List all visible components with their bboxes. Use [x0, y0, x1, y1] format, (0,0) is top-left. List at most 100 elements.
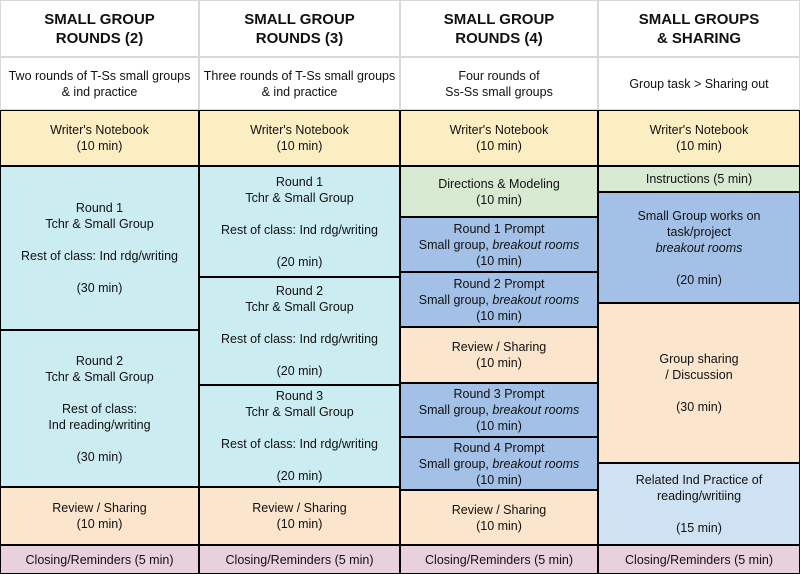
cell-line: (10 min)	[76, 517, 123, 531]
cell-line: Writer's Notebook	[250, 123, 349, 137]
cell-line: Small Group works on	[637, 208, 761, 223]
cell-line: (10 min)	[476, 472, 522, 487]
cell-round-2-prompt: Round 2 Prompt Small group, breakout roo…	[400, 272, 598, 327]
cell-line: Round 3 Prompt	[453, 387, 545, 401]
subtitle-line: & ind practice	[261, 84, 338, 99]
subtitle-line: Four rounds of	[458, 68, 540, 83]
cell-line: Rest of class: Ind rdg/writing	[220, 332, 378, 346]
cell-line: reading/writiing	[656, 489, 742, 503]
cell-small-group-task: Small Group works on task/project breako…	[598, 192, 800, 303]
cell-review-sharing: Review / Sharing (10 min)	[0, 487, 199, 545]
cell-line: (10 min)	[676, 139, 722, 153]
cell-line: (10 min)	[476, 419, 522, 433]
cell-line: (10 min)	[276, 139, 323, 153]
cell-line: Round 2 Prompt	[453, 276, 545, 291]
cell-round-4-prompt: Round 4 Prompt Small group, breakout roo…	[400, 437, 598, 490]
cell-line: Review / Sharing	[52, 501, 147, 515]
cell-line: (15 min)	[676, 521, 722, 535]
cell-writers-notebook: Writer's Notebook (10 min)	[199, 110, 400, 166]
cell-line: (10 min)	[476, 356, 522, 370]
cell-text-italic: breakout rooms	[492, 456, 580, 471]
cell-round-1-prompt: Round 1 Prompt Small group, breakout roo…	[400, 217, 598, 272]
column-header: SMALL GROUP ROUNDS (4)	[400, 0, 598, 57]
column-small-groups-and-sharing: SMALL GROUPS & SHARING Group task > Shar…	[598, 0, 800, 574]
cell-line: Writer's Notebook	[50, 123, 149, 137]
subtitle-line: Two rounds of T-Ss small groups	[8, 68, 191, 83]
cell-closing-reminders: Closing/Reminders (5 min)	[0, 545, 199, 574]
cell-line: (30 min)	[76, 281, 123, 295]
subtitle-line: Ss-Ss small groups	[445, 84, 553, 99]
cell-text-italic: breakout rooms	[492, 403, 580, 417]
cell-review-sharing: Review / Sharing (10 min)	[400, 490, 598, 545]
column-subtitle: Group task > Sharing out	[598, 57, 800, 110]
cell-line: (10 min)	[476, 139, 522, 153]
cell-line: Small group, breakout rooms	[419, 237, 580, 253]
cell-line: Instructions (5 min)	[645, 172, 753, 186]
cell-text: Small group,	[418, 403, 493, 417]
header-line: ROUNDS (2)	[55, 29, 144, 47]
cell-closing-reminders: Closing/Reminders (5 min)	[199, 545, 400, 574]
cell-line: Rest of class: Ind rdg/writing	[220, 222, 378, 237]
cell-writers-notebook: Writer's Notebook (10 min)	[598, 110, 800, 166]
subtitle-line: & ind practice	[61, 84, 138, 99]
cell-line: Closing/Reminders (5 min)	[625, 552, 773, 567]
cell-line: Group sharing	[659, 352, 739, 366]
cell-writers-notebook: Writer's Notebook (10 min)	[400, 110, 598, 166]
cell-text-italic: breakout rooms	[492, 292, 580, 307]
cell-line: Directions & Modeling	[438, 176, 560, 191]
column-small-group-rounds-2: SMALL GROUP ROUNDS (2) Two rounds of T-S…	[0, 0, 199, 574]
cell-round-3-prompt: Round 3 Prompt Small group, breakout roo…	[400, 383, 598, 437]
cell-line: Tchr & Small Group	[45, 217, 154, 231]
header-line: ROUNDS (4)	[455, 29, 543, 47]
cell-text: Small group,	[418, 292, 493, 307]
cell-line: Rest of class: Ind rdg/writing	[20, 249, 178, 263]
subtitle-line: Group task > Sharing out	[629, 76, 769, 91]
cell-review-sharing: Review / Sharing (10 min)	[400, 327, 598, 383]
header-line: SMALL GROUP	[44, 10, 155, 28]
column-subtitle: Three rounds of T-Ss small groups & ind …	[199, 57, 400, 110]
cell-line: Round 1	[75, 201, 124, 215]
cell-line: Round 2	[275, 284, 324, 298]
cell-line: Related Ind Practice of	[635, 473, 763, 487]
cell-line: Writer's Notebook	[649, 123, 749, 137]
header-line: SMALL GROUPS	[638, 10, 760, 28]
cell-line: Closing/Reminders (5 min)	[425, 552, 573, 567]
cell-line-italic: breakout rooms	[655, 240, 743, 255]
cell-line: Closing/Reminders (5 min)	[25, 552, 174, 567]
cell-line: Closing/Reminders (5 min)	[225, 552, 374, 567]
column-small-group-rounds-4: SMALL GROUP ROUNDS (4) Four rounds of Ss…	[400, 0, 598, 574]
cell-line: task/project	[667, 224, 731, 239]
cell-line: (20 min)	[676, 272, 722, 287]
cell-line: (10 min)	[276, 517, 323, 531]
cell-line: Rest of class:	[61, 401, 138, 416]
cell-line: Small group, breakout rooms	[419, 402, 580, 418]
column-header: SMALL GROUP ROUNDS (3)	[199, 0, 400, 57]
cell-line: Small group, breakout rooms	[419, 292, 580, 308]
cell-line: Tchr & Small Group	[245, 300, 354, 314]
cell-closing-reminders: Closing/Reminders (5 min)	[400, 545, 598, 574]
cell-review-sharing: Review / Sharing (10 min)	[199, 487, 400, 545]
column-header: SMALL GROUP ROUNDS (2)	[0, 0, 199, 57]
cell-line: (20 min)	[276, 364, 323, 378]
cell-line: Writer's Notebook	[449, 123, 549, 137]
cell-line: (10 min)	[476, 253, 522, 268]
cell-line: Rest of class: Ind rdg/writing	[220, 437, 378, 451]
cell-line: Round 1	[275, 174, 324, 189]
column-small-group-rounds-3: SMALL GROUP ROUNDS (3) Three rounds of T…	[199, 0, 400, 574]
header-line: ROUNDS (3)	[255, 29, 344, 47]
cell-line: (10 min)	[76, 139, 123, 153]
cell-round-3: Round 3 Tchr & Small Group Rest of class…	[199, 385, 400, 487]
cell-line: (10 min)	[476, 518, 522, 533]
cell-line: Tchr & Small Group	[45, 369, 154, 384]
cell-line: Small group, breakout rooms	[419, 456, 580, 472]
cell-line: (20 min)	[276, 254, 323, 269]
cell-line: Tchr & Small Group	[245, 405, 354, 419]
cell-line: (20 min)	[276, 469, 323, 483]
cell-line: (10 min)	[476, 192, 522, 207]
cell-line: Review / Sharing	[252, 501, 347, 515]
cell-round-1: Round 1 Tchr & Small Group Rest of class…	[199, 166, 400, 277]
cell-line: Review / Sharing	[451, 340, 547, 354]
subtitle-line: Three rounds of T-Ss small groups	[203, 68, 396, 83]
cell-related-ind-practice: Related Ind Practice of reading/writiing…	[598, 463, 800, 545]
cell-text: Small group,	[418, 456, 493, 471]
